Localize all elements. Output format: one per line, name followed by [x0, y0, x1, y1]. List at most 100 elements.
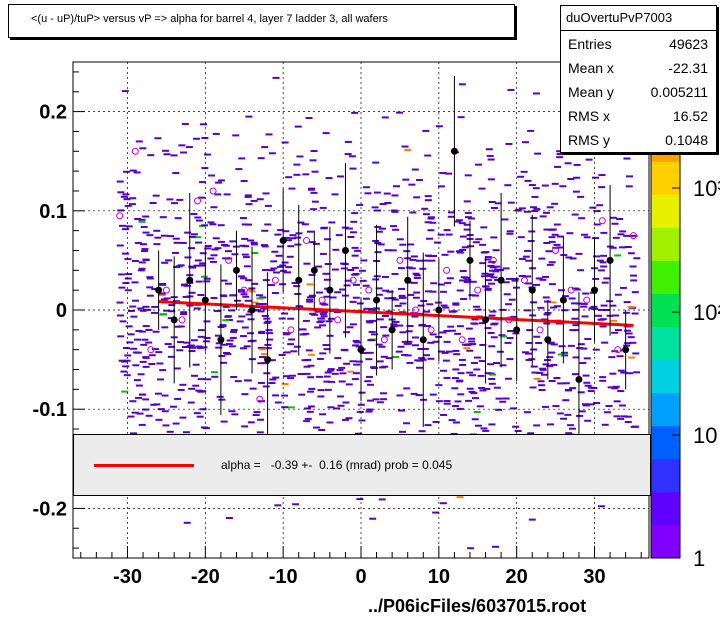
histogram-cell [556, 156, 564, 159]
histogram-cell [441, 351, 449, 354]
histogram-cell [288, 187, 296, 190]
histogram-cell [117, 191, 125, 194]
histogram-cell [467, 217, 475, 220]
color-scale-bar: 1 10 10² 10³ [650, 61, 720, 571]
histogram-cell [122, 282, 130, 285]
histogram-cell [567, 424, 575, 427]
histogram-cell [538, 384, 546, 387]
histogram-cell [614, 329, 622, 332]
histogram-cell [152, 194, 160, 197]
histogram-cell [532, 187, 540, 190]
histogram-cell [316, 375, 324, 378]
histogram-cell [121, 390, 129, 393]
histogram-cell [274, 504, 282, 507]
histogram-cell [135, 330, 143, 333]
histogram-cell [451, 377, 459, 380]
legend-line-swatch [94, 464, 194, 467]
histogram-cell [289, 234, 297, 237]
histogram-cell [592, 176, 600, 179]
histogram-cell [131, 299, 139, 302]
histogram-cell [411, 315, 419, 318]
histogram-cell [488, 345, 496, 348]
histogram-cell [530, 301, 538, 304]
histogram-cell [397, 345, 405, 348]
histogram-cell [154, 236, 162, 239]
histogram-cell [154, 137, 162, 140]
histogram-cell [181, 283, 189, 286]
histogram-cell [229, 330, 237, 333]
histogram-cell [264, 223, 272, 226]
histogram-cell [183, 341, 191, 344]
histogram-cell [402, 422, 410, 425]
histogram-cell [239, 217, 247, 220]
histogram-cell [182, 431, 190, 434]
histogram-cell [357, 403, 365, 406]
open-marker [583, 296, 591, 304]
histogram-cell [180, 313, 188, 316]
histogram-cell [177, 341, 185, 344]
histogram-cell [437, 350, 445, 353]
histogram-cell [440, 304, 448, 307]
histogram-cell [543, 322, 551, 325]
histogram-cell [198, 196, 206, 199]
histogram-cell [366, 399, 374, 402]
histogram-cell [612, 314, 620, 317]
histogram-cell [247, 289, 255, 292]
histogram-cell [304, 417, 312, 420]
histogram-cell [383, 192, 391, 195]
histogram-cell [440, 413, 448, 416]
histogram-cell [518, 274, 526, 277]
histogram-cell [212, 132, 220, 135]
histogram-cell [245, 115, 253, 118]
stats-label: RMS y [568, 132, 610, 148]
histogram-cell [535, 277, 543, 280]
histogram-cell [120, 195, 128, 198]
histogram-cell [210, 260, 218, 263]
y-tick-label: -0.1 [33, 399, 67, 421]
profile-point [232, 266, 240, 274]
histogram-cell [546, 206, 554, 209]
histogram-cell [353, 341, 361, 344]
histogram-cell [306, 283, 314, 286]
histogram-cell [630, 274, 638, 277]
histogram-cell [456, 251, 464, 254]
histogram-cell [241, 425, 249, 428]
histogram-cell [302, 332, 310, 335]
histogram-cell [259, 348, 267, 351]
histogram-cell [272, 394, 280, 397]
histogram-cell [175, 265, 183, 268]
histogram-cell [356, 203, 364, 206]
histogram-cell [443, 402, 451, 405]
histogram-cell [475, 238, 483, 241]
open-marker [598, 217, 606, 225]
histogram-cell [323, 348, 331, 351]
histogram-cell [274, 233, 282, 236]
histogram-cell [553, 243, 561, 246]
histogram-cell [203, 277, 211, 280]
histogram-cell [229, 336, 237, 339]
histogram-cell [120, 370, 128, 373]
histogram-cell [630, 234, 638, 237]
histogram-cell [418, 357, 426, 360]
profile-point [622, 346, 630, 354]
histogram-cell [233, 299, 241, 302]
histogram-cell [207, 221, 215, 224]
histogram-cell [375, 293, 383, 296]
histogram-cell [334, 357, 342, 360]
histogram-cell [558, 345, 566, 348]
profile-point [373, 296, 381, 304]
plot-title: <(u - uP)/tuP> versus vP => alpha for ba… [31, 13, 388, 25]
histogram-cell [264, 204, 272, 207]
histogram-cell [490, 207, 498, 210]
histogram-cell [538, 388, 546, 391]
open-marker [256, 395, 264, 403]
histogram-cell [336, 369, 344, 372]
open-marker [552, 246, 560, 254]
histogram-cell [212, 237, 220, 240]
histogram-cell [190, 233, 198, 236]
histogram-cell [598, 174, 606, 177]
histogram-cell [203, 336, 211, 339]
histogram-cell [413, 274, 421, 277]
histogram-cell [289, 237, 297, 240]
histogram-cell [282, 236, 290, 239]
